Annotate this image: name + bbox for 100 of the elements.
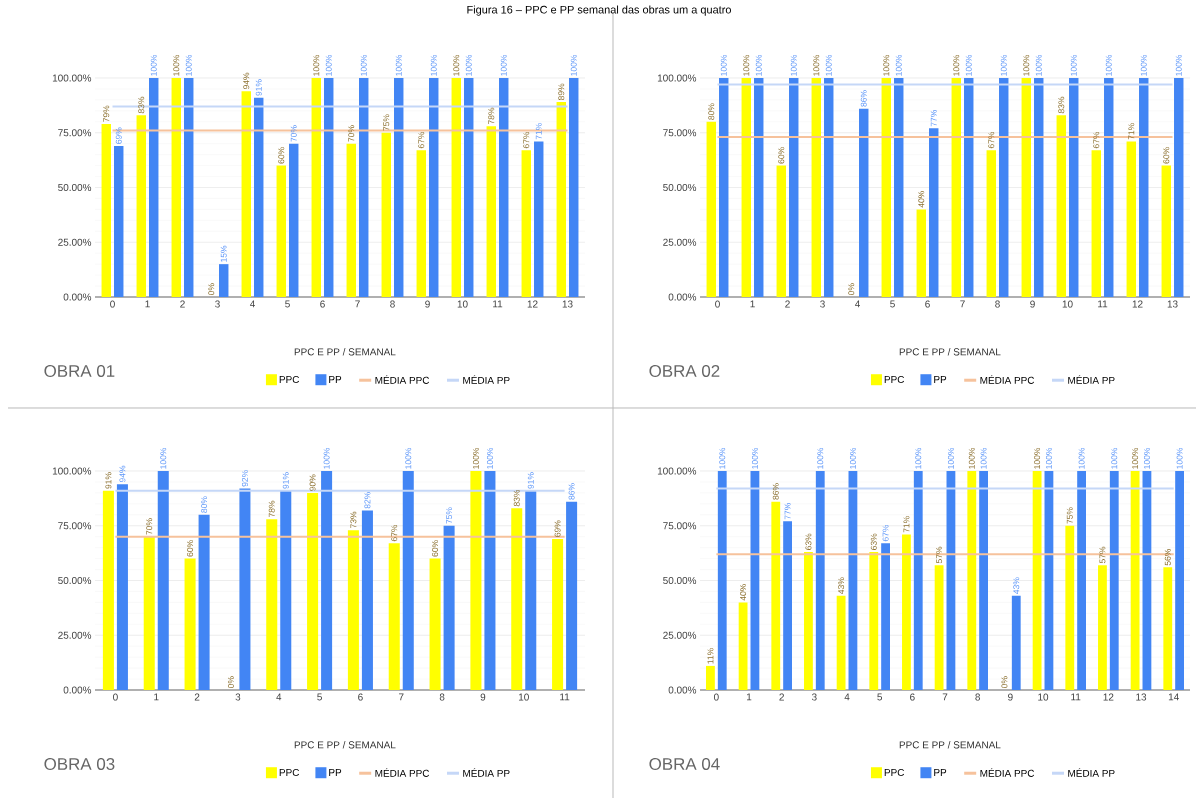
data-label: 83% [513,489,520,506]
bar [804,551,813,690]
bar [1021,77,1032,297]
bar [824,77,834,297]
x-tick-label: 9 [1008,693,1013,701]
x-tick-label: 1 [145,300,150,308]
x-tick-label: 8 [439,693,445,701]
bar [1034,77,1044,297]
data-label: 80% [708,103,715,120]
x-tick-label: 4 [854,300,860,308]
data-label: 100% [883,54,890,76]
x-tick-label: 2 [785,300,790,308]
data-label: 92% [241,469,248,487]
data-label: 100% [472,447,479,469]
x-tick-label: 6 [320,300,325,308]
y-tick-label: 100.00% [52,467,92,475]
x-tick-label: 0 [113,693,118,701]
data-label: 100% [968,447,975,469]
bar [902,534,911,690]
x-tick-label: 6 [925,300,930,308]
x-tick-label: 8 [995,300,1000,308]
x-tick-label: 11 [560,693,570,701]
data-label: 100% [1143,447,1150,469]
text: OBRA 03 [44,757,115,770]
x-tick-label: 11 [1098,300,1108,308]
bar [184,558,196,690]
bar [1011,595,1021,690]
legend-label: PPC [884,375,905,383]
bar [381,132,391,297]
text: OBRA 04 [649,757,720,770]
bar [929,128,939,297]
data-label: 94% [119,465,126,482]
data-label: 100% [325,54,332,76]
text: Figura 16 – PPC e PP semanal das obras um a quatro [467,5,731,16]
bar [241,90,251,297]
legend-label: MÉDIA PP [1068,374,1115,384]
data-label: 100% [1111,447,1118,469]
x-tick-label: 10 [518,693,529,701]
data-label: 77% [930,109,937,126]
data-label: 100% [1035,54,1042,76]
data-label: 100% [395,54,402,76]
x-tick-label: 10 [457,300,468,308]
data-label: 100% [1000,54,1007,76]
data-label: 100% [849,447,856,469]
data-label: 91% [282,472,289,489]
x-tick-label: 13 [1136,693,1147,701]
x-tick-label: 5 [890,300,895,308]
x-tick-label: 5 [877,693,883,701]
bar [534,141,544,297]
y-tick-label: 25.00% [58,631,92,639]
data-label: 15% [220,245,227,262]
bar [464,77,474,297]
bar [429,558,441,690]
bar [951,77,962,297]
data-label: 75% [1066,507,1073,524]
data-label: 100% [430,54,437,76]
x-tick-label: 1 [750,300,755,308]
data-label: 73% [350,511,357,528]
x-tick-label: 7 [942,693,948,701]
bar [311,77,321,297]
data-label: 83% [138,96,145,113]
data-label: 0% [848,283,855,295]
bar [741,77,751,297]
bar [934,564,944,690]
x-tick-label: 9 [425,300,430,308]
data-label: 67% [391,524,398,541]
x-axis-title: PPC E PP / SEMANAL [294,347,396,356]
data-label: 86% [772,483,779,500]
bar [171,77,181,297]
bar [1032,470,1042,690]
y-tick-label: 50.00% [663,183,697,191]
bar [484,470,496,690]
data-label: 86% [860,90,867,107]
data-label: 100% [743,54,750,76]
data-label: 82% [364,491,371,509]
data-label: 70% [290,125,297,142]
x-tick-label: 12 [1103,693,1114,701]
bar [486,125,496,297]
data-label: 91% [105,472,112,489]
x-tick-label: 1 [747,693,752,701]
legend-label: PP [934,375,947,383]
bar [1065,525,1075,690]
x-tick-label: 3 [811,693,817,701]
x-axis-title: PPC E PP / SEMANAL [899,740,1001,749]
bar [999,77,1009,297]
bar [136,114,146,297]
legend-label: MÉDIA PP [463,374,510,384]
y-tick-label: 25.00% [58,238,92,246]
x-tick-label: 14 [1168,693,1179,701]
data-label: 67% [523,131,530,148]
bar [266,518,278,690]
y-tick-label: 50.00% [58,576,92,584]
x-tick-label: 5 [285,300,290,308]
x-tick-label: 11 [493,300,503,308]
data-label: 71% [903,515,910,533]
legend-label: PPC [884,768,905,776]
data-label: 100% [813,54,820,76]
bar [569,77,579,297]
data-label: 100% [453,54,460,76]
bar [521,150,531,297]
